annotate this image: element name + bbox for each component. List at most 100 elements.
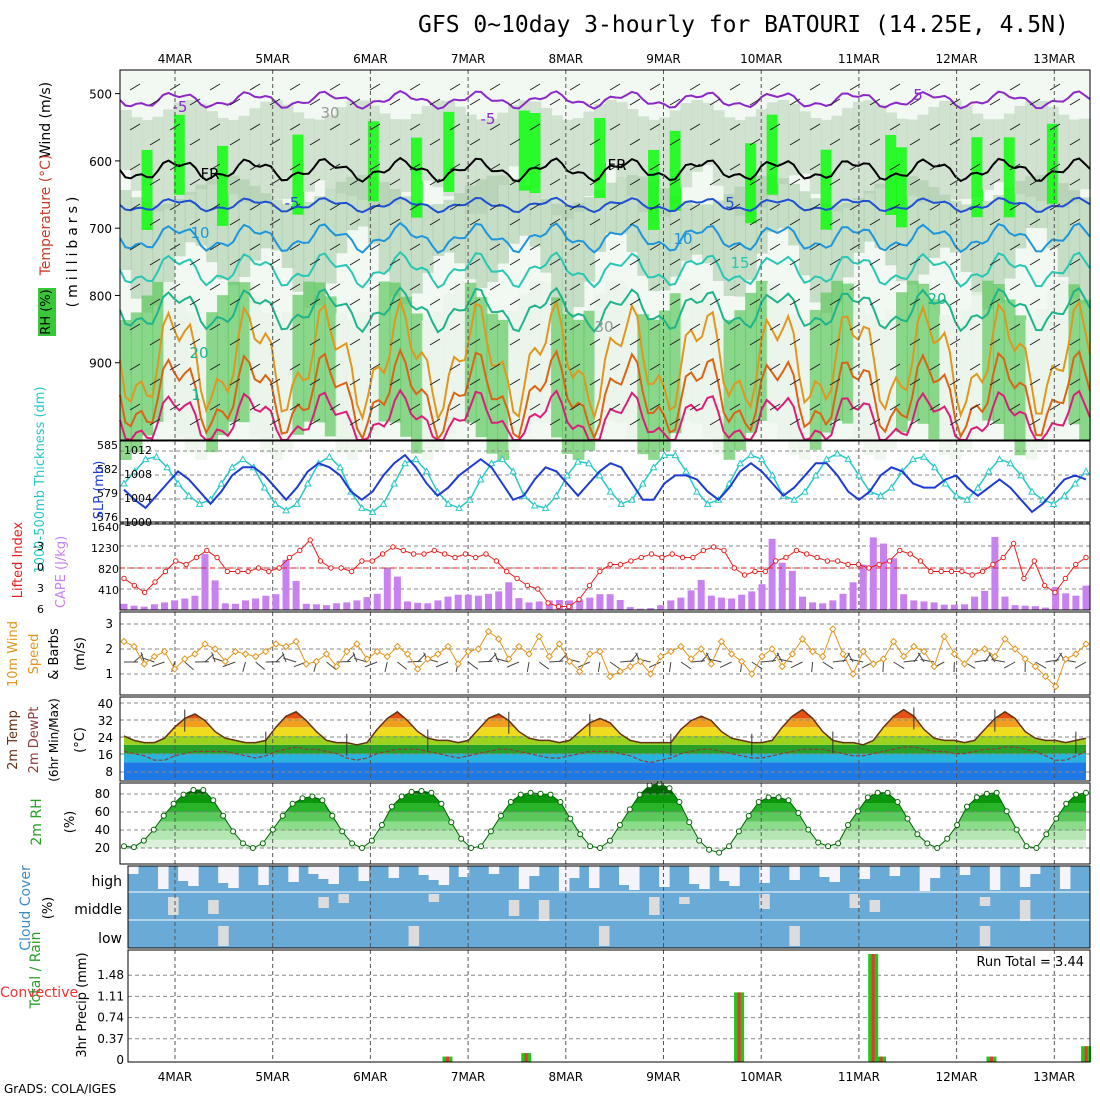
wind-barb bbox=[204, 653, 214, 663]
thickness-point bbox=[444, 499, 453, 507]
cloud-high-clear bbox=[308, 866, 319, 874]
wind-speed-point bbox=[332, 662, 341, 671]
wind-barb bbox=[609, 403, 621, 411]
cloud-high-clear bbox=[178, 866, 189, 881]
wind-barb bbox=[1069, 218, 1081, 226]
cape-bar bbox=[302, 603, 310, 610]
thickness-point bbox=[941, 479, 950, 487]
wind-barb bbox=[189, 418, 201, 426]
wind-barb bbox=[449, 363, 461, 371]
wind-barb bbox=[709, 98, 721, 106]
rh-band bbox=[314, 196, 326, 306]
legend-rh-swatch bbox=[38, 288, 56, 336]
li-point bbox=[317, 558, 324, 564]
cape-tick-label: 1640 bbox=[91, 521, 119, 534]
wind-barb bbox=[1009, 323, 1021, 331]
rh-band bbox=[777, 178, 790, 229]
wind-barb bbox=[469, 418, 481, 426]
rh-band bbox=[260, 101, 272, 202]
cape-bar bbox=[1001, 596, 1009, 610]
wind-speed-point bbox=[1031, 662, 1040, 671]
rh-band bbox=[184, 312, 197, 453]
rh-band bbox=[863, 190, 876, 242]
rh-band bbox=[389, 189, 402, 297]
wind-speed-point bbox=[829, 625, 837, 633]
y-tick-label: 16 bbox=[98, 748, 113, 762]
wind-barb bbox=[649, 403, 661, 411]
rh-band bbox=[346, 319, 359, 460]
rh-point bbox=[1043, 831, 1050, 838]
rh-band bbox=[173, 295, 186, 436]
wind-speed-point bbox=[616, 667, 624, 676]
wind-barb bbox=[709, 178, 721, 186]
cloud-middle-clear bbox=[649, 897, 660, 915]
rh-point bbox=[815, 839, 822, 846]
cape-bar bbox=[474, 595, 482, 610]
rh-point bbox=[1003, 808, 1010, 815]
wind-barb bbox=[211, 652, 216, 663]
wind-barb bbox=[349, 138, 361, 146]
wind-barb bbox=[289, 323, 301, 331]
wind-barb bbox=[184, 661, 194, 671]
rh-band bbox=[497, 112, 509, 186]
wind-barb bbox=[509, 138, 521, 146]
wind-barb bbox=[289, 403, 301, 411]
rh-band bbox=[486, 118, 499, 204]
wind-barb bbox=[589, 378, 601, 386]
wind-barb bbox=[529, 123, 541, 131]
wind-barb bbox=[249, 363, 261, 371]
wind-barb bbox=[729, 363, 741, 371]
wind-speed-point bbox=[1021, 655, 1029, 663]
cloud-high-clear bbox=[889, 866, 901, 876]
cape-bar bbox=[707, 595, 715, 610]
wind-barb bbox=[529, 163, 541, 171]
wind-barb bbox=[209, 123, 221, 131]
li-point bbox=[835, 558, 841, 564]
dewpt-label: 2m DewPt bbox=[27, 707, 42, 774]
thickness-point bbox=[325, 452, 334, 460]
wind-barb bbox=[989, 378, 1001, 386]
thickness-point bbox=[995, 455, 1004, 463]
rh-band bbox=[551, 297, 563, 438]
rh-band bbox=[702, 204, 714, 264]
cape-bar bbox=[626, 607, 634, 610]
rh-band bbox=[734, 186, 747, 297]
thickness-point bbox=[660, 451, 669, 459]
wind-barb bbox=[709, 218, 721, 226]
wind-barb bbox=[417, 653, 426, 663]
cloud-high-clear bbox=[989, 866, 1001, 890]
temperature-contour bbox=[119, 196, 1091, 214]
cloud-high-clear bbox=[518, 866, 530, 889]
wind-barb bbox=[389, 98, 401, 106]
rh-point bbox=[279, 812, 286, 819]
rh-band bbox=[658, 117, 671, 217]
wind-barb bbox=[629, 298, 641, 306]
cape-bar bbox=[859, 564, 867, 610]
wind-barb bbox=[569, 123, 581, 131]
y-tick-label: 900 bbox=[89, 357, 112, 371]
cape-bar bbox=[211, 580, 219, 610]
thickness-point bbox=[498, 455, 507, 463]
cloud-cover-panel: high middle low Cloud Cover (%) bbox=[18, 865, 1091, 951]
rh-point bbox=[854, 808, 861, 815]
cape-bar bbox=[1021, 605, 1029, 610]
wind-barb bbox=[209, 203, 221, 211]
wind-barb bbox=[649, 83, 661, 91]
wind-barb bbox=[949, 338, 961, 346]
y-tick-label: 32 bbox=[98, 714, 113, 728]
wind-barb bbox=[369, 163, 381, 171]
wind-barb bbox=[364, 661, 378, 668]
cape-bar bbox=[738, 594, 746, 610]
wind-barb bbox=[597, 661, 601, 672]
rh-band bbox=[206, 178, 218, 263]
rh-band bbox=[357, 311, 369, 452]
rh-band bbox=[292, 204, 305, 292]
wind-barb bbox=[969, 323, 981, 331]
wind-barb bbox=[849, 323, 861, 331]
wind-barb bbox=[409, 323, 421, 331]
thickness-point bbox=[801, 487, 809, 495]
rh-band bbox=[432, 311, 445, 452]
temperature-band bbox=[124, 727, 1086, 736]
rh-band bbox=[691, 204, 703, 255]
footer-credit: GrADS: COLA/IGES bbox=[4, 1082, 117, 1096]
